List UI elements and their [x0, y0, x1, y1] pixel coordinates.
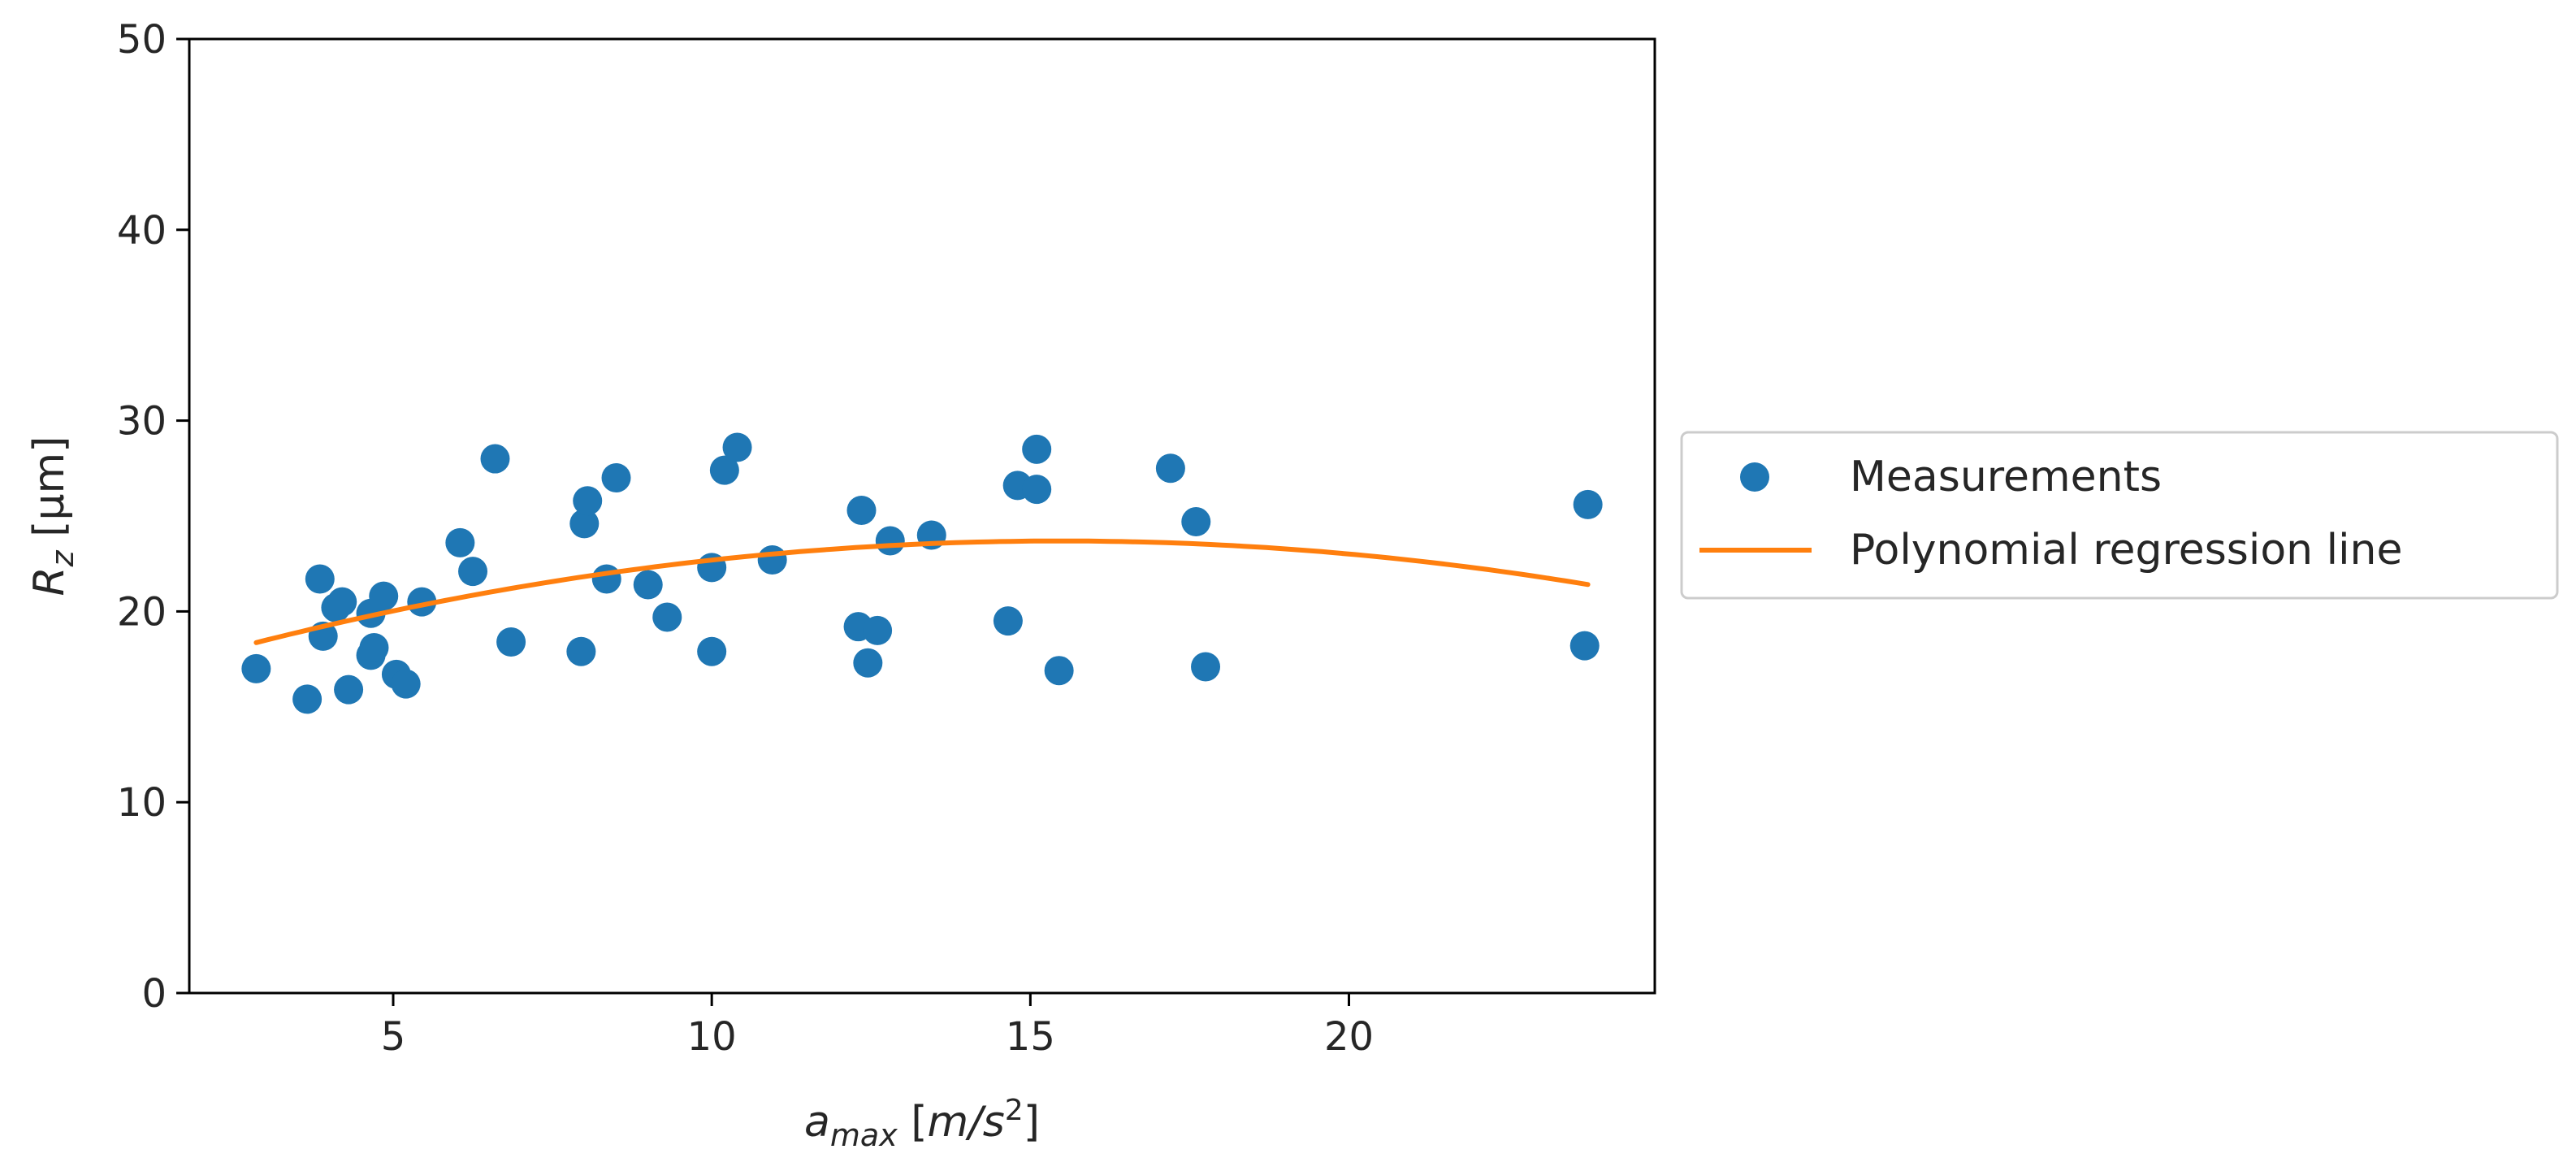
scatter-point: [601, 463, 631, 493]
y-axis: 0 10 20 30 40 50: [117, 17, 189, 1017]
scatter-point: [241, 653, 271, 683]
x-tick-label: 15: [1006, 1014, 1055, 1060]
plot-frame: [188, 37, 1656, 995]
scatter-point: [709, 455, 739, 485]
x-axis-title: amax [m/s2]: [804, 1094, 1040, 1153]
legend-marker-measurements: [1740, 462, 1769, 492]
scatter-point: [445, 527, 475, 557]
scatter-point: [1191, 652, 1221, 682]
y-tick-label: 40: [117, 208, 167, 254]
scatter-point: [853, 648, 883, 678]
scatter-point: [305, 564, 335, 594]
scatter-point: [697, 636, 727, 666]
plot-marks: [241, 432, 1603, 714]
scatter-point: [1573, 489, 1603, 519]
y-tick-label: 50: [117, 17, 167, 63]
legend: Measurements Polynomial regression line: [1680, 431, 2559, 600]
scatter-point: [334, 674, 364, 705]
scatter-point: [569, 509, 600, 539]
y-tick-label: 10: [117, 780, 167, 826]
scatter-point: [993, 606, 1023, 636]
scatter-point: [1155, 453, 1185, 484]
scatter-point: [359, 633, 389, 663]
x-axis: 5 10 15 20: [381, 993, 1374, 1060]
scatter-point: [458, 557, 488, 587]
scatter-point: [863, 615, 893, 645]
scatter-point: [1569, 631, 1600, 661]
scatter-point: [1044, 656, 1074, 686]
scatter-point: [327, 587, 357, 617]
scatter-point: [1181, 507, 1211, 537]
x-tick-label: 20: [1324, 1014, 1374, 1060]
legend-label-regression: Polynomial regression line: [1850, 526, 2403, 575]
scatter-point: [1022, 475, 1052, 505]
y-tick-label: 20: [117, 589, 167, 635]
x-tick-label: 5: [381, 1014, 406, 1060]
scatter-point: [496, 627, 526, 657]
y-tick-label: 30: [117, 399, 167, 445]
scatter-point: [391, 669, 421, 699]
scatter-point: [407, 587, 437, 617]
scatter-point: [846, 495, 877, 525]
scatter-point: [633, 570, 663, 600]
scatter-point: [369, 581, 399, 611]
regression-line: [253, 538, 1591, 645]
legend-frame: [1680, 431, 2559, 600]
y-tick-label: 0: [141, 971, 167, 1017]
scatter-point: [292, 684, 323, 714]
scatter-point: [757, 545, 787, 575]
scatter-point: [875, 526, 905, 556]
scatter-point: [1022, 434, 1052, 464]
scatter-point: [652, 602, 682, 632]
scatter-point: [722, 432, 752, 462]
scatter-point: [566, 636, 596, 666]
x-tick-label: 10: [687, 1014, 737, 1060]
legend-label-measurements: Measurements: [1850, 453, 2162, 501]
scatter-point: [573, 486, 603, 516]
y-axis-title: Rz [μm]: [25, 436, 80, 596]
scatter-point: [480, 444, 510, 474]
scatter-point: [591, 564, 621, 594]
